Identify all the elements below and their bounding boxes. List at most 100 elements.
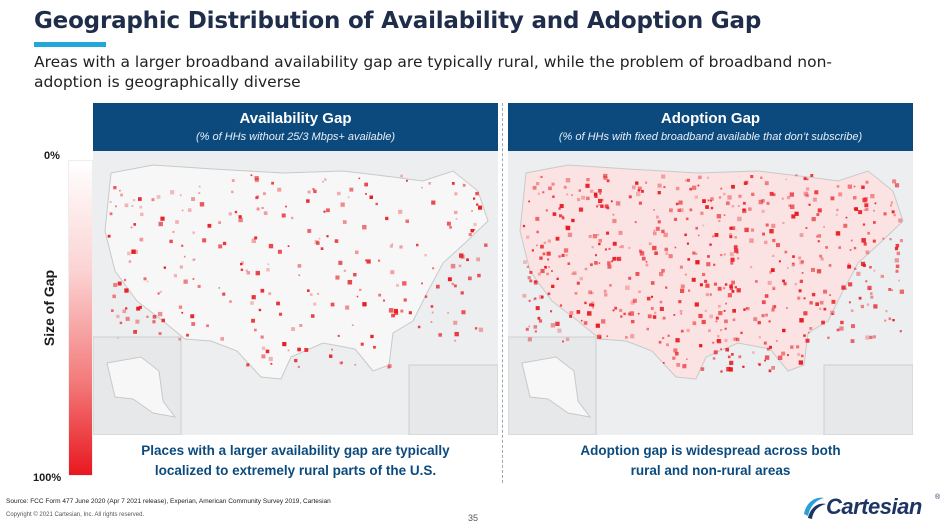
us-mainland-shape bbox=[519, 164, 904, 380]
gap-cell bbox=[786, 195, 791, 200]
gap-cell bbox=[534, 297, 537, 300]
gap-cell bbox=[646, 327, 649, 331]
gap-cell bbox=[528, 325, 531, 328]
gap-cell bbox=[594, 194, 598, 198]
gap-cell bbox=[729, 284, 733, 288]
gap-cell bbox=[572, 271, 577, 275]
gap-cell bbox=[638, 249, 643, 253]
gap-cell bbox=[550, 310, 553, 313]
gap-cell bbox=[698, 175, 702, 180]
gap-cell bbox=[729, 286, 733, 290]
adoption-caption-line1: Adoption gap is widespread across both bbox=[580, 443, 841, 458]
gap-cell bbox=[569, 311, 574, 315]
gap-cell bbox=[687, 258, 690, 261]
gap-cell bbox=[388, 308, 394, 313]
gap-cell bbox=[612, 218, 617, 224]
gap-cell bbox=[190, 314, 195, 319]
legend-top-label: 0% bbox=[44, 150, 60, 162]
gap-cell bbox=[598, 239, 602, 243]
gap-cell bbox=[850, 339, 855, 343]
gap-cell bbox=[181, 209, 184, 212]
gap-cell bbox=[342, 220, 347, 224]
gap-cell bbox=[755, 280, 758, 283]
gap-cell bbox=[864, 203, 869, 208]
gap-cell bbox=[680, 284, 685, 289]
gap-cell bbox=[132, 199, 136, 202]
gap-cell bbox=[451, 282, 454, 286]
gap-cell bbox=[133, 223, 136, 226]
gap-cell bbox=[851, 324, 855, 329]
gap-cell bbox=[870, 295, 874, 299]
gap-cell bbox=[699, 344, 703, 348]
gap-cell bbox=[753, 317, 758, 322]
gap-cell bbox=[291, 327, 295, 331]
gap-cell bbox=[260, 335, 264, 339]
gap-cell bbox=[810, 174, 814, 177]
gap-cell bbox=[459, 253, 464, 258]
gap-cell bbox=[740, 331, 743, 334]
gap-cell bbox=[261, 354, 266, 359]
gap-cell bbox=[558, 255, 561, 258]
gap-cell bbox=[811, 267, 815, 272]
gap-cell bbox=[639, 251, 645, 256]
gap-cell bbox=[806, 187, 810, 191]
gap-cell bbox=[843, 223, 848, 228]
gap-cell bbox=[181, 244, 184, 247]
gap-cell bbox=[718, 311, 723, 316]
gap-cell bbox=[675, 338, 680, 343]
gap-cell bbox=[806, 178, 809, 181]
availability-gap-heading: Availability Gap bbox=[239, 110, 352, 127]
gap-cell bbox=[406, 179, 408, 182]
gap-cell bbox=[576, 310, 581, 314]
gap-cell bbox=[538, 294, 544, 300]
gap-cell bbox=[612, 309, 615, 312]
gap-cell bbox=[578, 207, 584, 212]
gap-cell bbox=[354, 363, 357, 366]
gap-cell bbox=[353, 273, 357, 277]
gap-cell bbox=[724, 283, 728, 286]
gap-cell bbox=[645, 181, 648, 184]
gap-cell bbox=[598, 198, 603, 203]
gap-cell bbox=[713, 282, 717, 286]
gap-cell bbox=[608, 247, 611, 250]
availability-gap-header: Availability Gap (% of HHs without 25/3 … bbox=[93, 103, 498, 151]
gap-cell bbox=[894, 258, 899, 263]
gap-cell bbox=[603, 176, 608, 181]
gap-cell bbox=[680, 288, 685, 293]
gap-cell bbox=[689, 187, 692, 191]
gap-cell bbox=[540, 175, 543, 179]
gap-cell bbox=[744, 227, 749, 233]
gap-cell bbox=[865, 180, 869, 184]
gap-cell bbox=[254, 176, 259, 181]
gap-cell bbox=[187, 208, 192, 212]
gap-cell bbox=[197, 284, 201, 288]
gap-cell bbox=[717, 339, 720, 342]
gap-cell bbox=[849, 249, 852, 251]
gap-cell bbox=[792, 255, 795, 258]
gap-cell bbox=[729, 252, 734, 257]
gap-cell bbox=[476, 203, 479, 206]
gap-cell bbox=[794, 211, 799, 216]
gap-cell bbox=[349, 187, 354, 192]
gap-cell bbox=[775, 340, 778, 342]
gap-cell bbox=[872, 239, 876, 243]
gap-cell bbox=[745, 307, 748, 310]
gap-cell bbox=[637, 189, 640, 192]
gap-cell bbox=[815, 302, 819, 306]
gap-cell bbox=[873, 304, 878, 309]
gap-cell bbox=[542, 252, 546, 256]
gap-cell bbox=[692, 321, 697, 326]
gap-cell bbox=[546, 272, 549, 276]
gap-cell bbox=[816, 213, 820, 216]
gap-cell bbox=[727, 355, 731, 359]
gap-cell bbox=[584, 301, 587, 305]
gap-cell bbox=[866, 303, 870, 306]
gap-cell bbox=[466, 258, 469, 262]
gap-cell bbox=[769, 191, 774, 196]
gap-cell bbox=[766, 347, 770, 351]
gap-cell bbox=[528, 200, 530, 203]
gap-cell bbox=[449, 226, 452, 229]
gap-cell bbox=[847, 262, 850, 265]
gap-cell bbox=[431, 200, 436, 205]
gap-cell bbox=[120, 193, 123, 197]
